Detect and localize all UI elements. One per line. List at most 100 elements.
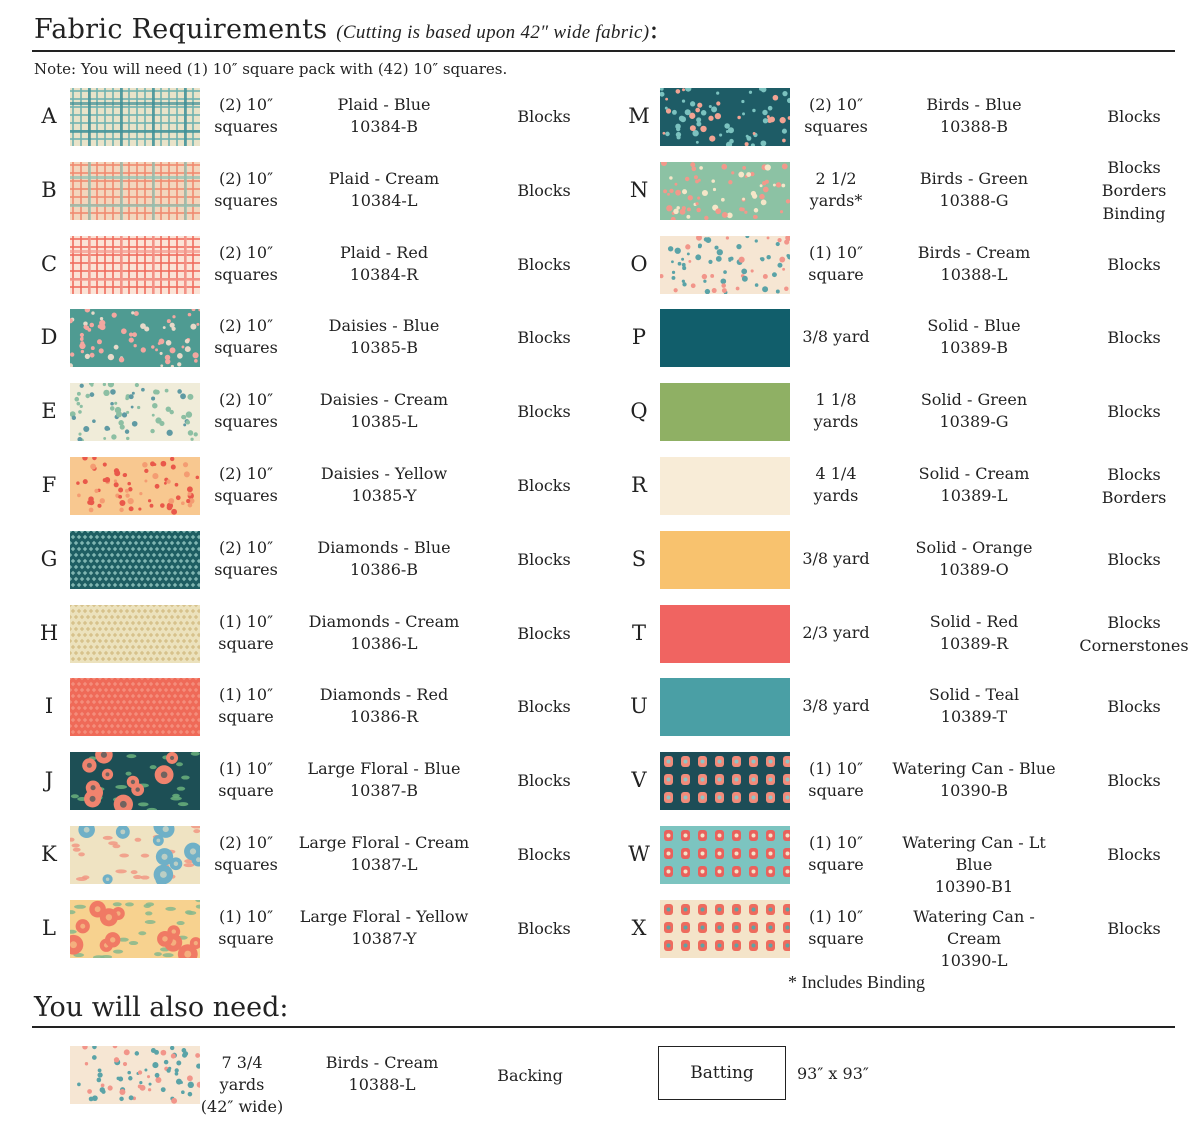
fabric-name-line: 10388-G [939, 190, 1009, 210]
fabric-use: Blocks [1076, 917, 1192, 940]
fabric-name-line: Birds - Green [919, 168, 1029, 188]
fabric-name: Plaid - Red 10384-R [294, 242, 474, 286]
fabric-amount-line: (1) 10″ [218, 611, 274, 631]
fabric-use-line: Blocks [517, 918, 571, 938]
fabric-use: Blocks [486, 769, 602, 792]
fabric-amount: (2) 10″ squares [204, 315, 288, 359]
fabric-name-line: Plaid - Red [339, 242, 429, 262]
fabric-use: Blocks [1076, 253, 1192, 276]
fabric-amount: (2) 10″ squares [204, 537, 288, 581]
fabric-amount-line: 3/8 yard [802, 548, 870, 568]
fabric-use: Blocks [486, 843, 602, 866]
fabric-use-line: Blocks [517, 771, 571, 791]
fabric-amount: (1) 10″ square [204, 906, 288, 950]
fabric-row: V (1) 10″ square Watering Can - Blue 10390-B… [624, 752, 1184, 811]
fabric-name-line: Birds - Cream [917, 242, 1031, 262]
backing-amount: 7 3/4 yards (42″ wide) [200, 1052, 284, 1118]
fabric-amount: (2) 10″ squares [204, 94, 288, 138]
fabric-letter: R [631, 473, 647, 497]
fabric-use: Blocks [486, 400, 602, 423]
fabric-letter: H [39, 620, 59, 645]
fabric-row: A (2) 10″ squares Plaid - Blue 10384-B Blocks [34, 88, 594, 146]
batting-box: Batting [658, 1046, 786, 1100]
fabric-swatch [660, 235, 790, 294]
fabric-use: Blocks [1076, 769, 1192, 792]
fabric-name-line: Solid - Cream [918, 464, 1030, 483]
fabric-amount: 1 1/8 yards [794, 389, 878, 433]
fabric-name-line: Solid - Green [920, 390, 1028, 410]
fabric-name-line: 10390-B1 [934, 877, 1014, 896]
fabric-use-line: Blocks [517, 107, 571, 126]
fabric-letter: A [41, 104, 57, 128]
note-text: Note: You will need (1) 10″ square pack … [34, 60, 508, 78]
fabric-amount-line: (1) 10″ [808, 833, 864, 852]
fabric-use-line: Blocks [517, 697, 571, 717]
fabric-amount: (1) 10″ square [794, 832, 878, 876]
fabric-name: Daisies - Cream 10385-L [294, 389, 474, 433]
fabric-name-line: Diamonds - Blue [317, 537, 451, 557]
fabric-letter: B [41, 177, 57, 202]
fabric-amount: 4 1/4 yards [794, 463, 878, 507]
title-colon: : [649, 14, 659, 45]
fabric-use-line: Blocks [1107, 612, 1161, 632]
fabric-name-line: 10384-B [349, 117, 419, 136]
fabric-name: Daisies - Blue 10385-B [294, 315, 474, 359]
fabric-row: T 2/3 yard Solid - Red 10389-R Blocks Corners… [624, 604, 1189, 663]
backing-amount-line1: 7 3/4 yards [219, 1053, 265, 1094]
fabric-amount-line: (2) 10″ [218, 95, 274, 114]
fabric-amount-line: (1) 10″ [218, 685, 274, 705]
fabric-letter: C [40, 251, 58, 276]
fabric-amount-line: square [218, 633, 274, 653]
fabric-swatch [70, 678, 200, 737]
fabric-amount-line: (1) 10″ [218, 759, 274, 779]
backing-fabric-sku: 10388-L [348, 1075, 416, 1094]
fabric-name: Watering Can - Blue 10390-B [884, 758, 1064, 802]
fabric-use-line: Blocks [517, 549, 571, 569]
fabric-letter: G [40, 546, 58, 571]
fabric-use: Blocks Borders Binding [1076, 156, 1192, 225]
fabric-name: Solid - Orange 10389-O [884, 537, 1064, 581]
fabric-name-line: 10385-B [349, 338, 419, 358]
fabric-amount: (2) 10″ squares [204, 389, 288, 433]
fabric-letter: T [631, 620, 646, 645]
fabric-swatch [660, 604, 790, 663]
fabric-amount: 3/8 yard [794, 695, 878, 717]
fabric-use: Blocks [486, 105, 602, 128]
fabric-use: Blocks [486, 253, 602, 276]
fabric-swatch [660, 826, 790, 884]
fabric-swatch [660, 752, 790, 811]
fabric-amount-line: (2) 10″ [218, 242, 274, 262]
fabric-use: Blocks [1076, 695, 1192, 718]
fabric-name: Plaid - Cream 10384-L [294, 168, 474, 212]
also-heading: You will also need: [34, 992, 289, 1023]
fabric-swatch [660, 88, 790, 146]
fabric-amount: (2) 10″ squares [204, 168, 288, 212]
fabric-amount-line: squares [804, 117, 868, 136]
fabric-swatch [660, 678, 790, 737]
fabric-name-line: Daisies - Yellow [320, 464, 448, 483]
fabric-swatch [660, 457, 790, 515]
fabric-letter: E [41, 399, 57, 424]
fabric-name-line: Large Floral - Blue [307, 759, 461, 779]
fabric-use-line: Blocks [1107, 254, 1161, 274]
fabric-amount: (1) 10″ square [204, 758, 288, 802]
fabric-amount-line: (2) 10″ [218, 168, 274, 188]
fabric-swatch [660, 383, 790, 442]
fabric-letter: O [630, 251, 648, 276]
fabric-amount-line: squares [214, 338, 278, 358]
fabric-amount: (1) 10″ square [204, 684, 288, 728]
also-rule [32, 1026, 1175, 1028]
fabric-letter: U [630, 694, 648, 719]
fabric-use-line: Binding [1102, 203, 1166, 223]
fabric-row: B (2) 10″ squares Plaid - Cream 10384-L Block… [34, 161, 594, 220]
fabric-name-line: Large Floral - Cream [298, 833, 470, 852]
fabric-name-line: 10386-B [349, 559, 419, 579]
fabric-use-line: Blocks [1107, 549, 1161, 569]
fabric-letter: N [629, 177, 649, 202]
fabric-name-line: 10387-L [350, 855, 418, 874]
fabric-name-line: 10389-T [940, 707, 1008, 727]
fabric-use-line: Blocks [1107, 845, 1161, 864]
fabric-swatch [660, 161, 790, 220]
backing-swatch [70, 1046, 200, 1104]
fabric-name-line: Daisies - Cream [319, 390, 449, 410]
